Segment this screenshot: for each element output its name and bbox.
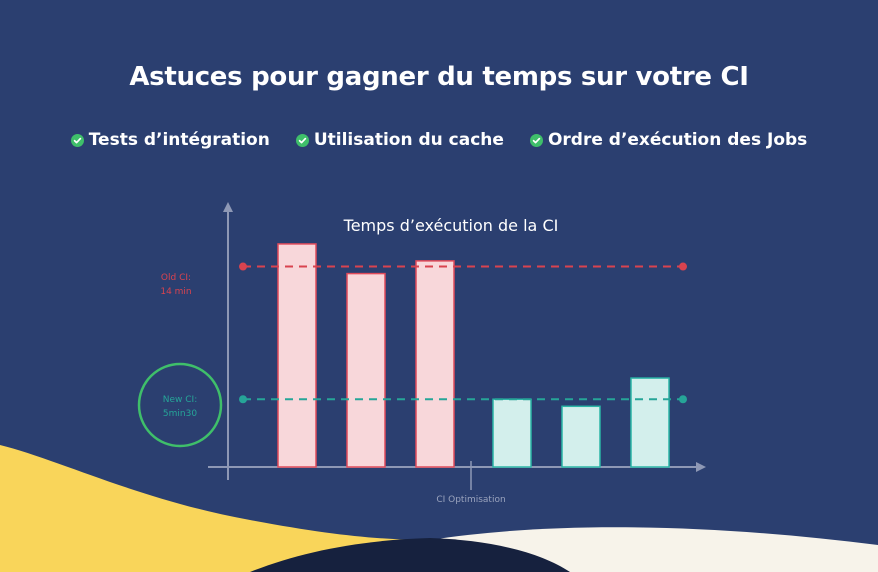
yellow-wave	[0, 445, 430, 572]
new-ci-line-endpoint	[679, 395, 687, 404]
tip-label: Utilisation du cache	[313, 130, 504, 150]
bars-group	[277, 243, 670, 468]
tip-label: Tests d’intégration	[88, 130, 270, 150]
new-ci-bar	[492, 398, 532, 468]
chart-title: Temps d’exécution de la CI	[343, 216, 559, 235]
new-ci-label-line1: New CI:	[163, 395, 197, 405]
x-axis-label: CI Optimisation	[436, 495, 505, 505]
tip-item: Tests d’intégration	[70, 130, 270, 150]
new-ci-line-endpoint	[239, 395, 247, 404]
old-ci-label-line2: 14 min	[160, 287, 191, 297]
check-circle-icon	[70, 133, 84, 147]
new-ci-highlight-circle	[137, 362, 223, 448]
dark-wave	[250, 538, 570, 572]
page-title: Astuces pour gagner du temps sur votre C…	[129, 62, 749, 92]
x-axis-arrow	[696, 462, 706, 472]
old-ci-bar	[415, 260, 455, 468]
tip-label: Ordre d’exécution des Jobs	[547, 130, 808, 150]
old-ci-line-endpoint	[679, 262, 687, 271]
check-circle-icon	[529, 133, 543, 147]
new-ci-bar	[630, 377, 670, 468]
old-ci-bar	[346, 272, 386, 468]
tips-list: Tests d’intégration Utilisation du cache…	[0, 130, 878, 150]
old-ci-line-endpoint	[239, 262, 247, 271]
new-ci-label-line2: 5min30	[163, 409, 197, 419]
tip-item: Ordre d’exécution des Jobs	[529, 130, 808, 150]
tip-item: Utilisation du cache	[295, 130, 504, 150]
new-ci-bar	[561, 405, 601, 468]
old-ci-bar	[277, 243, 317, 468]
check-circle-icon	[295, 133, 309, 147]
y-axis-arrow	[223, 202, 233, 212]
reference-lines-group	[239, 262, 687, 404]
old-ci-label-line1: Old CI:	[161, 273, 191, 283]
